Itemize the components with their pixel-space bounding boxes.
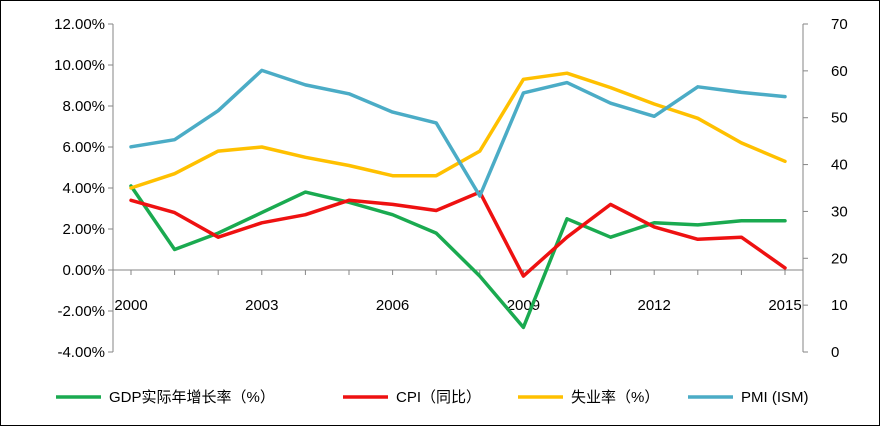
x-tick-label: 2003: [245, 297, 278, 314]
y-right-tick-label: 40: [831, 157, 848, 174]
y-right-tick-label: 50: [831, 110, 848, 127]
legend-label: CPI（同比）: [396, 389, 481, 406]
series-line: [129, 184, 787, 330]
y-left-tick-label: -2.00%: [57, 303, 105, 320]
legend-label: PMI (ISM): [741, 389, 809, 406]
series-line: [129, 190, 787, 278]
x-tick-label: 2000: [114, 297, 147, 314]
y-right-tick-label: 30: [831, 203, 848, 220]
y-left-tick-label: 8.00%: [62, 98, 105, 115]
x-tick-label: 2012: [638, 297, 671, 314]
y-left-tick-label: 12.00%: [54, 16, 105, 33]
series-line: [129, 71, 787, 190]
y-right-tick-label: 10: [831, 297, 848, 314]
legend-label: GDP实际年增长率（%）: [109, 389, 275, 406]
y-right-tick-label: 70: [831, 16, 848, 33]
y-right-tick-label: 0: [831, 344, 839, 361]
y-right-tick-label: 60: [831, 63, 848, 80]
legend-label: 失业率（%）: [571, 389, 659, 406]
y-left-tick-label: 2.00%: [62, 221, 105, 238]
series-line: [129, 68, 787, 198]
y-left-tick-label: -4.00%: [57, 344, 105, 361]
y-left-tick-label: 4.00%: [62, 180, 105, 197]
x-tick-label: 2006: [376, 297, 409, 314]
y-left-tick-label: 10.00%: [54, 57, 105, 74]
y-left-tick-label: 0.00%: [62, 262, 105, 279]
y-left-tick-label: 6.00%: [62, 139, 105, 156]
y-right-tick-label: 20: [831, 250, 848, 267]
x-tick-label: 2015: [768, 297, 801, 314]
